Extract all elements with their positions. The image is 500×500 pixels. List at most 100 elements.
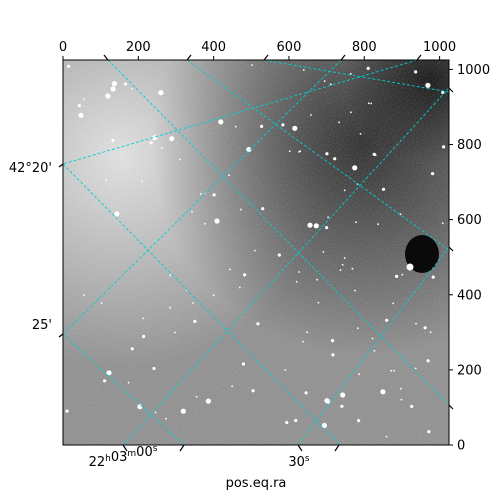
axes: 0 200 400 600 800 1000 0 200 400 600 800 1000 22h03m…	[9, 40, 490, 470]
star	[238, 286, 241, 289]
star	[154, 411, 157, 414]
star	[231, 385, 234, 388]
x-pixel-tick-label: 800	[352, 40, 377, 55]
star	[354, 289, 356, 292]
star	[399, 213, 402, 216]
x-pixel-tick-label: 1000	[423, 40, 456, 55]
grid-line	[63, 60, 342, 335]
y-pixel-tick-label: 800	[457, 138, 482, 153]
world-tick	[263, 54, 269, 61]
star	[325, 226, 329, 230]
star	[105, 179, 107, 181]
star	[385, 435, 388, 438]
star	[350, 111, 352, 114]
star	[442, 145, 446, 149]
star	[212, 193, 216, 197]
star	[343, 189, 346, 192]
star	[114, 211, 120, 217]
star	[260, 124, 264, 128]
star	[212, 294, 215, 297]
star	[261, 207, 265, 211]
x-pixel-tick-label: 200	[126, 40, 151, 55]
star	[415, 322, 417, 325]
star	[352, 165, 358, 171]
star	[105, 93, 111, 99]
star	[78, 112, 84, 118]
world-tick	[448, 404, 454, 410]
star	[441, 90, 445, 94]
star	[65, 409, 69, 413]
star	[313, 223, 319, 229]
x-pixel-tick-label: 400	[201, 40, 226, 55]
y-pixel-tick-label: 400	[457, 288, 482, 303]
star	[441, 222, 444, 225]
star	[321, 422, 327, 429]
grid-line	[63, 163, 341, 445]
world-tick	[416, 54, 422, 61]
star	[251, 389, 255, 393]
star	[152, 366, 156, 371]
star	[307, 222, 313, 228]
star	[304, 391, 308, 395]
star	[371, 337, 374, 340]
star	[130, 87, 133, 90]
star	[395, 274, 399, 278]
star	[111, 81, 117, 87]
star	[372, 152, 376, 156]
star	[179, 158, 181, 161]
star	[423, 326, 427, 330]
star	[295, 281, 298, 283]
star-field	[65, 64, 446, 438]
grid-line	[63, 60, 418, 165]
y-pixel-tick-label: 600	[457, 213, 482, 228]
grid-line	[186, 60, 449, 251]
star	[425, 82, 431, 88]
star	[127, 381, 130, 384]
star	[77, 104, 81, 108]
star	[218, 119, 224, 125]
star	[339, 269, 342, 271]
star	[251, 64, 253, 66]
star	[288, 150, 291, 153]
star	[160, 147, 163, 150]
grid-line	[122, 87, 449, 445]
star	[294, 418, 298, 423]
star	[393, 369, 395, 372]
star	[322, 251, 325, 253]
star	[340, 392, 346, 398]
grid-line	[297, 246, 449, 445]
world-tick	[179, 444, 185, 452]
star	[390, 369, 393, 372]
star	[366, 66, 370, 70]
star	[327, 216, 329, 219]
star	[373, 349, 376, 352]
world-tick	[334, 444, 340, 452]
star	[169, 274, 172, 277]
star	[306, 331, 308, 334]
star	[351, 267, 354, 270]
star	[377, 223, 379, 226]
star	[349, 72, 352, 75]
star	[401, 273, 404, 276]
star	[357, 419, 361, 423]
star	[343, 257, 346, 259]
x-pixel-tick-label: 600	[277, 40, 302, 55]
star	[200, 193, 202, 195]
star	[414, 70, 418, 74]
y-pixel-tick-label: 0	[457, 439, 465, 454]
star	[317, 301, 320, 304]
star	[165, 417, 167, 420]
world-tick	[297, 444, 303, 452]
star	[180, 408, 186, 414]
world-tick	[448, 246, 454, 252]
star	[414, 367, 417, 370]
grid-line	[263, 60, 449, 93]
star	[123, 82, 128, 86]
dec-tick-label: 42°20'	[9, 161, 52, 176]
star	[142, 317, 145, 320]
star	[193, 319, 197, 323]
star	[229, 268, 231, 271]
star	[277, 253, 281, 257]
star	[358, 373, 360, 376]
